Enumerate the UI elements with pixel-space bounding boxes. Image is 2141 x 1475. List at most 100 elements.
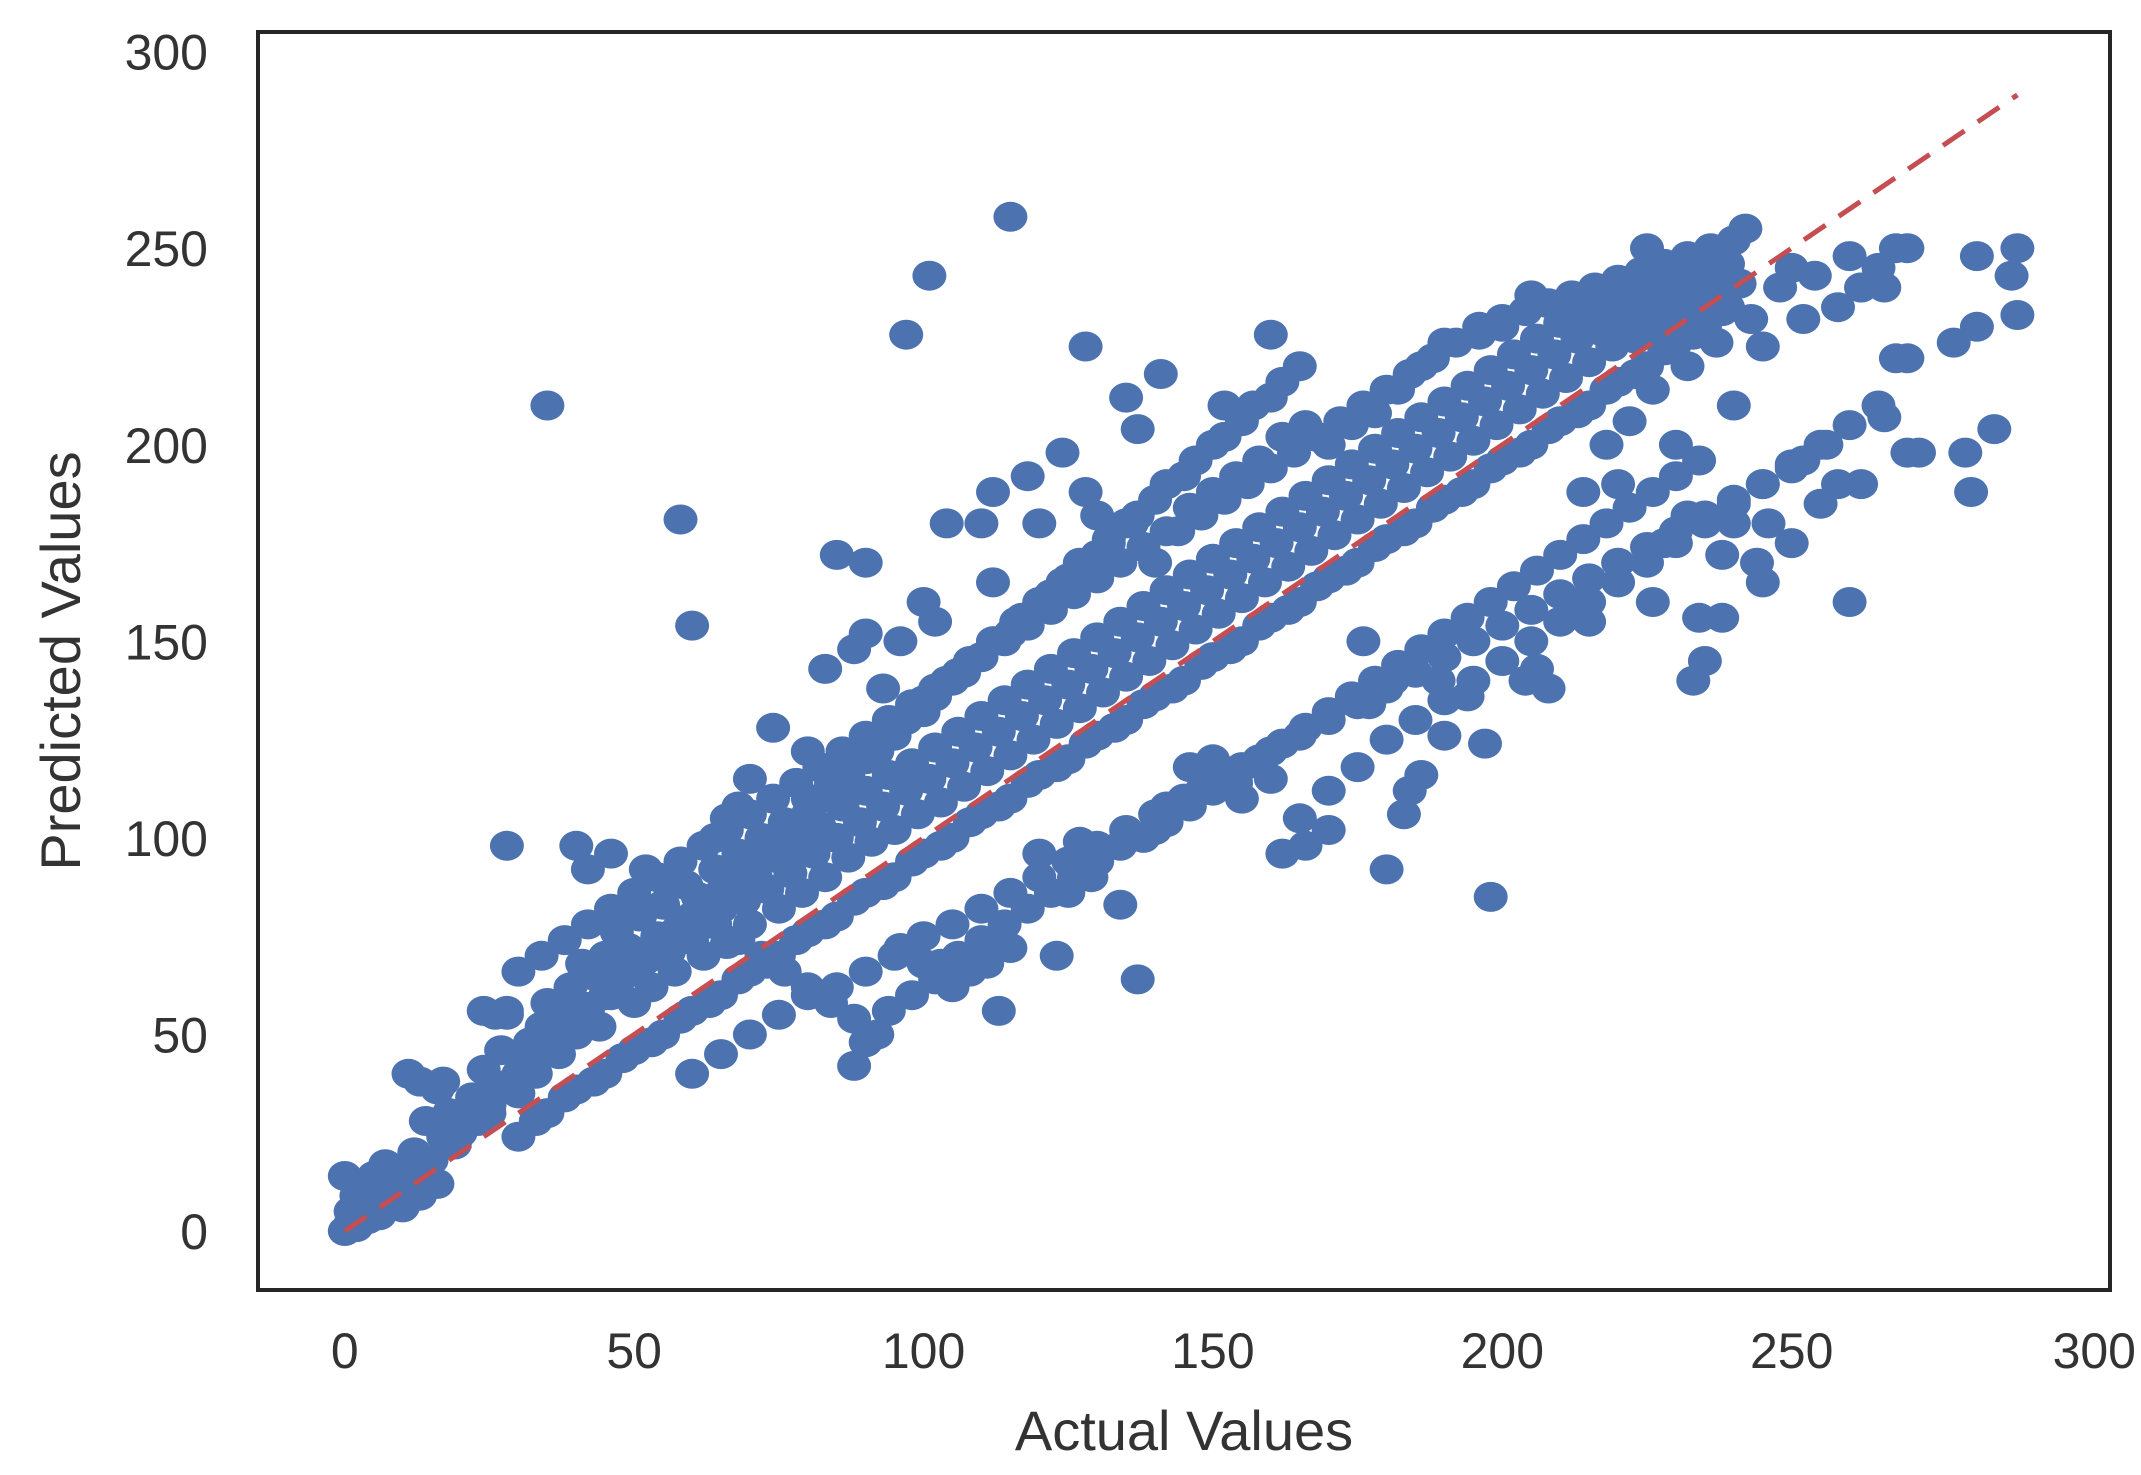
data-point xyxy=(802,752,837,783)
data-point xyxy=(1375,449,1410,480)
data-point xyxy=(1398,433,1433,464)
data-point xyxy=(1514,355,1549,386)
data-point xyxy=(1103,889,1138,920)
data-point xyxy=(1172,492,1207,523)
data-point xyxy=(1728,213,1763,244)
y-tick-label: 150 xyxy=(125,614,208,670)
data-point xyxy=(1751,508,1786,539)
data-point xyxy=(964,642,999,673)
data-point xyxy=(935,909,970,940)
data-point xyxy=(1120,414,1155,445)
data-point xyxy=(1635,477,1670,507)
data-point xyxy=(871,705,906,735)
data-point xyxy=(327,1161,362,1191)
data-point xyxy=(918,964,953,995)
data-point xyxy=(1311,815,1346,845)
data-point xyxy=(663,846,698,877)
data-point xyxy=(935,748,970,779)
data-point xyxy=(1381,374,1416,405)
data-point xyxy=(1334,410,1369,441)
data-point xyxy=(1450,681,1485,712)
data-point xyxy=(1716,390,1751,421)
data-point xyxy=(594,838,628,869)
data-point xyxy=(1311,775,1346,806)
data-point xyxy=(1572,563,1607,594)
data-point xyxy=(831,842,866,873)
data-point xyxy=(964,893,999,924)
data-point xyxy=(1468,386,1502,417)
y-tick-label: 300 xyxy=(125,25,208,81)
data-point xyxy=(1242,744,1277,775)
data-point xyxy=(1601,469,1636,500)
data-point xyxy=(964,925,999,956)
data-point xyxy=(1016,724,1051,755)
data-point xyxy=(732,763,767,794)
data-point xyxy=(1612,406,1647,437)
data-point xyxy=(993,933,1028,963)
data-point xyxy=(1803,488,1838,519)
data-point xyxy=(1022,508,1057,539)
x-tick-label: 50 xyxy=(606,1323,662,1379)
data-point xyxy=(1878,343,1913,374)
data-point xyxy=(1068,477,1103,507)
x-tick-label: 250 xyxy=(1750,1323,1833,1379)
y-tick-label: 250 xyxy=(125,221,208,277)
data-point xyxy=(1404,351,1439,382)
data-point xyxy=(1398,705,1433,735)
data-point xyxy=(1711,248,1745,279)
data-point xyxy=(420,1074,455,1105)
data-point xyxy=(918,606,953,637)
data-point xyxy=(1502,394,1537,425)
data-point xyxy=(704,1039,738,1070)
data-point xyxy=(1954,477,1989,507)
data-point xyxy=(1994,260,2029,291)
data-point xyxy=(686,830,721,861)
data-point xyxy=(1496,571,1531,602)
data-point xyxy=(501,956,536,987)
data-point xyxy=(1109,661,1144,692)
y-axis-label: Predicted Values xyxy=(29,451,92,870)
data-point xyxy=(1207,390,1242,421)
data-point xyxy=(1560,587,1595,617)
data-point xyxy=(1635,587,1670,617)
data-point xyxy=(1294,535,1329,566)
data-point xyxy=(1317,520,1352,551)
data-point xyxy=(1120,964,1155,995)
data-point xyxy=(1132,646,1167,676)
data-point xyxy=(981,716,1016,747)
data-point xyxy=(1051,669,1086,700)
data-point xyxy=(1265,728,1300,759)
data-point xyxy=(414,1145,449,1176)
data-point xyxy=(1844,272,1879,303)
data-point xyxy=(1601,567,1636,598)
data-point xyxy=(819,539,854,570)
data-point xyxy=(1022,838,1057,869)
data-point xyxy=(808,653,843,684)
data-point xyxy=(808,862,843,893)
data-point xyxy=(1786,304,1821,334)
data-point xyxy=(1658,461,1693,492)
y-tick-label: 200 xyxy=(125,418,208,474)
data-point xyxy=(796,838,831,869)
data-point xyxy=(1039,940,1074,971)
data-point xyxy=(1658,252,1693,283)
data-point xyxy=(814,988,848,1018)
y-tick-label: 50 xyxy=(152,1007,208,1063)
data-point xyxy=(524,940,559,971)
data-point xyxy=(837,1003,872,1034)
data-point xyxy=(883,933,918,963)
data-point xyxy=(1271,551,1306,582)
data-point xyxy=(1010,461,1045,492)
data-point xyxy=(1172,791,1207,822)
data-point xyxy=(1479,410,1514,441)
data-point xyxy=(1404,634,1439,665)
reference-line-y-equals-x xyxy=(343,92,2019,1234)
data-point xyxy=(837,1050,872,1081)
data-point xyxy=(1062,693,1097,724)
data-point xyxy=(1948,437,1983,468)
data-point xyxy=(947,771,982,802)
data-point xyxy=(1676,665,1711,696)
data-point xyxy=(663,504,698,535)
data-point xyxy=(1612,492,1647,523)
data-point xyxy=(1514,280,1549,311)
